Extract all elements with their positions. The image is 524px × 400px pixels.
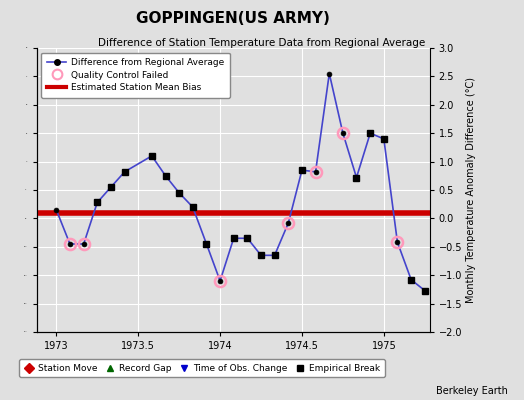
- Text: Difference of Station Temperature Data from Regional Average: Difference of Station Temperature Data f…: [99, 38, 425, 48]
- Title: GOPPINGEN(US ARMY): GOPPINGEN(US ARMY): [136, 11, 330, 26]
- Legend: Station Move, Record Gap, Time of Obs. Change, Empirical Break: Station Move, Record Gap, Time of Obs. C…: [19, 359, 385, 377]
- Text: Berkeley Earth: Berkeley Earth: [436, 386, 508, 396]
- Y-axis label: Monthly Temperature Anomaly Difference (°C): Monthly Temperature Anomaly Difference (…: [466, 77, 476, 303]
